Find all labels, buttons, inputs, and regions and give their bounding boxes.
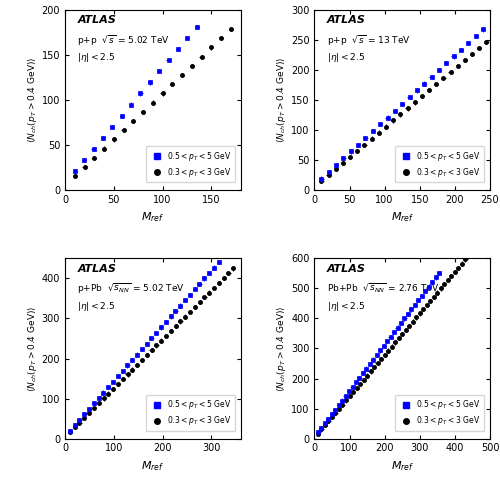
Text: ATLAS: ATLAS [326,264,366,274]
X-axis label: $M_{ref}$: $M_{ref}$ [141,459,165,473]
Text: ATLAS: ATLAS [326,15,366,25]
X-axis label: $M_{ref}$: $M_{ref}$ [390,459,414,473]
Y-axis label: $\langle N_{ch}(p_T > 0.4$ GeV$)\rangle$: $\langle N_{ch}(p_T > 0.4$ GeV$)\rangle$ [26,56,39,143]
Y-axis label: $\langle N_{ch}(p_T > 0.4$ GeV$)\rangle$: $\langle N_{ch}(p_T > 0.4$ GeV$)\rangle$ [275,56,288,143]
X-axis label: $M_{ref}$: $M_{ref}$ [141,210,165,224]
Y-axis label: $\langle N_{ch}(p_T > 0.4$ GeV$)\rangle$: $\langle N_{ch}(p_T > 0.4$ GeV$)\rangle$ [26,305,39,392]
Text: $|\eta| < 2.5$: $|\eta| < 2.5$ [78,300,116,313]
Text: ATLAS: ATLAS [78,264,116,274]
Text: ATLAS: ATLAS [78,15,116,25]
X-axis label: $M_{ref}$: $M_{ref}$ [390,210,414,224]
Text: p+p  $\sqrt{s}$ = 13 TeV: p+p $\sqrt{s}$ = 13 TeV [326,33,410,48]
Legend: $0.5 < p_T < 5$ GeV, $0.3 < p_T < 3$ GeV: $0.5 < p_T < 5$ GeV, $0.3 < p_T < 3$ GeV [395,394,484,431]
Text: $|\eta| < 2.5$: $|\eta| < 2.5$ [78,51,116,64]
Legend: $0.5 < p_T < 5$ GeV, $0.3 < p_T < 3$ GeV: $0.5 < p_T < 5$ GeV, $0.3 < p_T < 3$ GeV [395,146,484,183]
Text: Pb+Pb  $\sqrt{s_{NN}}$ = 2.76 TeV: Pb+Pb $\sqrt{s_{NN}}$ = 2.76 TeV [326,282,439,295]
Legend: $0.5 < p_T < 5$ GeV, $0.3 < p_T < 3$ GeV: $0.5 < p_T < 5$ GeV, $0.3 < p_T < 3$ GeV [146,146,235,183]
Text: $|\eta| < 2.5$: $|\eta| < 2.5$ [326,51,365,64]
Text: p+Pb  $\sqrt{s_{NN}}$ = 5.02 TeV: p+Pb $\sqrt{s_{NN}}$ = 5.02 TeV [78,282,185,296]
Legend: $0.5 < p_T < 5$ GeV, $0.3 < p_T < 3$ GeV: $0.5 < p_T < 5$ GeV, $0.3 < p_T < 3$ GeV [146,394,235,431]
Text: p+p  $\sqrt{s}$ = 5.02 TeV: p+p $\sqrt{s}$ = 5.02 TeV [78,33,170,48]
Y-axis label: $\langle N_{ch}(p_T > 0.4$ GeV$)\rangle$: $\langle N_{ch}(p_T > 0.4$ GeV$)\rangle$ [275,305,288,392]
Text: $|\eta| < 2.5$: $|\eta| < 2.5$ [326,300,365,313]
